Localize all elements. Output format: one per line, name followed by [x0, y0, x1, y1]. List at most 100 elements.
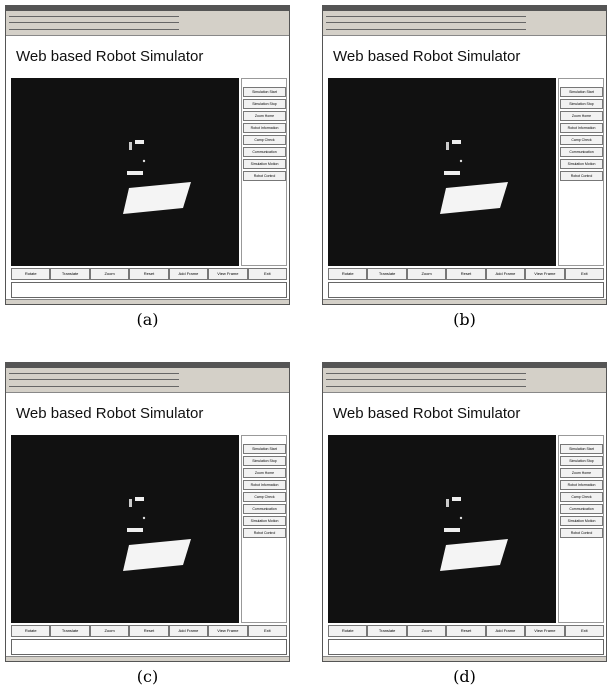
side-button[interactable]: Simulation Start	[243, 444, 286, 454]
robot-gripper	[452, 140, 461, 144]
side-button[interactable]: Simulation Motion	[560, 159, 603, 169]
side-panel: Simulation Start Simulation Stop Zoom Home…	[558, 435, 604, 623]
side-button[interactable]: Robot Information	[560, 480, 603, 490]
control-button[interactable]: View Frame	[208, 625, 247, 637]
control-button[interactable]: Rotate	[328, 268, 367, 280]
side-button[interactable]: Simulation Stop	[243, 456, 286, 466]
robot-base	[123, 182, 191, 214]
robot-gripper	[452, 497, 461, 501]
side-button[interactable]: Camp Check	[243, 135, 286, 145]
title-bar	[6, 6, 289, 11]
title-bar	[6, 363, 289, 368]
side-button[interactable]: Camp Check	[243, 492, 286, 502]
control-button[interactable]: Zoom	[90, 268, 129, 280]
control-button[interactable]: View Frame	[525, 625, 564, 637]
control-button[interactable]: Rotate	[11, 268, 50, 280]
control-button[interactable]: View Frame	[208, 268, 247, 280]
side-button[interactable]: Camp Check	[560, 135, 603, 145]
side-button[interactable]: Robot Information	[560, 123, 603, 133]
control-button[interactable]: Exit	[248, 268, 287, 280]
side-button[interactable]: Simulation Stop	[560, 99, 603, 109]
message-area	[11, 282, 287, 298]
control-button[interactable]: Exit	[248, 625, 287, 637]
side-button[interactable]: Robot Control	[560, 171, 603, 181]
control-button[interactable]: Translate	[50, 268, 89, 280]
control-button[interactable]: Add Frame	[486, 625, 525, 637]
robot-link	[127, 528, 143, 532]
control-button[interactable]: Add Frame	[486, 268, 525, 280]
caption: (a)	[5, 310, 290, 329]
side-button[interactable]: Robot Control	[243, 528, 286, 538]
toolbar-line	[9, 16, 179, 17]
side-button[interactable]: Communication	[243, 504, 286, 514]
side-button[interactable]: Robot Control	[243, 171, 286, 181]
side-button[interactable]: Communication	[560, 147, 603, 157]
side-button[interactable]: Simulation Motion	[560, 516, 603, 526]
side-button[interactable]: Camp Check	[560, 492, 603, 502]
control-button[interactable]: Exit	[565, 625, 604, 637]
figure: Web based Robot Simulator Simulation Star…	[0, 0, 607, 690]
screenshot: Web based Robot Simulator Simulation Star…	[322, 5, 607, 305]
robot-gripper	[129, 142, 132, 150]
simulation-view	[11, 435, 239, 623]
simulation-view	[328, 78, 556, 266]
control-button[interactable]: Zoom	[90, 625, 129, 637]
side-button[interactable]: Zoom Home	[560, 468, 603, 478]
control-button[interactable]: Reset	[446, 625, 485, 637]
title-bar	[323, 6, 606, 11]
side-button[interactable]: Simulation Start	[243, 87, 286, 97]
control-button[interactable]: Zoom	[407, 625, 446, 637]
side-button[interactable]: Simulation Motion	[243, 159, 286, 169]
side-button[interactable]: Simulation Start	[560, 87, 603, 97]
toolbar-line	[9, 22, 179, 23]
robot-base	[123, 539, 191, 571]
control-button[interactable]: Reset	[129, 625, 168, 637]
side-button[interactable]: Simulation Start	[560, 444, 603, 454]
side-button[interactable]: Robot Information	[243, 480, 286, 490]
robot-scene	[328, 78, 556, 266]
robot-gripper	[135, 497, 144, 501]
robot-joint	[143, 160, 145, 162]
toolbar-line	[326, 22, 526, 23]
title-bar	[323, 363, 606, 368]
side-button[interactable]: Robot Control	[560, 528, 603, 538]
side-button[interactable]: Zoom Home	[560, 111, 603, 121]
side-button[interactable]: Simulation Stop	[560, 456, 603, 466]
control-button[interactable]: Reset	[129, 268, 168, 280]
control-button[interactable]: Translate	[50, 625, 89, 637]
message-area	[328, 282, 604, 298]
control-button[interactable]: Add Frame	[169, 625, 208, 637]
control-button[interactable]: Exit	[565, 268, 604, 280]
side-button[interactable]: Zoom Home	[243, 111, 286, 121]
side-button[interactable]: Simulation Stop	[243, 99, 286, 109]
control-button[interactable]: View Frame	[525, 268, 564, 280]
robot-base	[440, 539, 508, 571]
control-button[interactable]: Rotate	[11, 625, 50, 637]
robot-scene	[328, 435, 556, 623]
toolbar-line	[326, 386, 526, 387]
toolbar-line	[326, 373, 526, 374]
side-button[interactable]: Robot Information	[243, 123, 286, 133]
caption: (c)	[5, 667, 290, 686]
status-bar	[323, 656, 606, 662]
page-title: Web based Robot Simulator	[333, 48, 520, 65]
page-title: Web based Robot Simulator	[333, 405, 520, 422]
browser-chrome	[323, 363, 606, 393]
control-button[interactable]: Translate	[367, 625, 406, 637]
control-button[interactable]: Add Frame	[169, 268, 208, 280]
robot-link	[444, 171, 460, 175]
side-panel: Simulation Start Simulation Stop Zoom Home…	[558, 78, 604, 266]
toolbar-line	[9, 29, 179, 30]
screenshot: Web based Robot Simulator Simulation Star…	[322, 362, 607, 662]
control-button[interactable]: Reset	[446, 268, 485, 280]
control-button[interactable]: Rotate	[328, 625, 367, 637]
toolbar-line	[326, 379, 526, 380]
caption: (b)	[322, 310, 607, 329]
side-button[interactable]: Communication	[560, 504, 603, 514]
side-button[interactable]: Zoom Home	[243, 468, 286, 478]
control-button[interactable]: Translate	[367, 268, 406, 280]
side-button[interactable]: Communication	[243, 147, 286, 157]
side-button[interactable]: Simulation Motion	[243, 516, 286, 526]
control-button[interactable]: Zoom	[407, 268, 446, 280]
